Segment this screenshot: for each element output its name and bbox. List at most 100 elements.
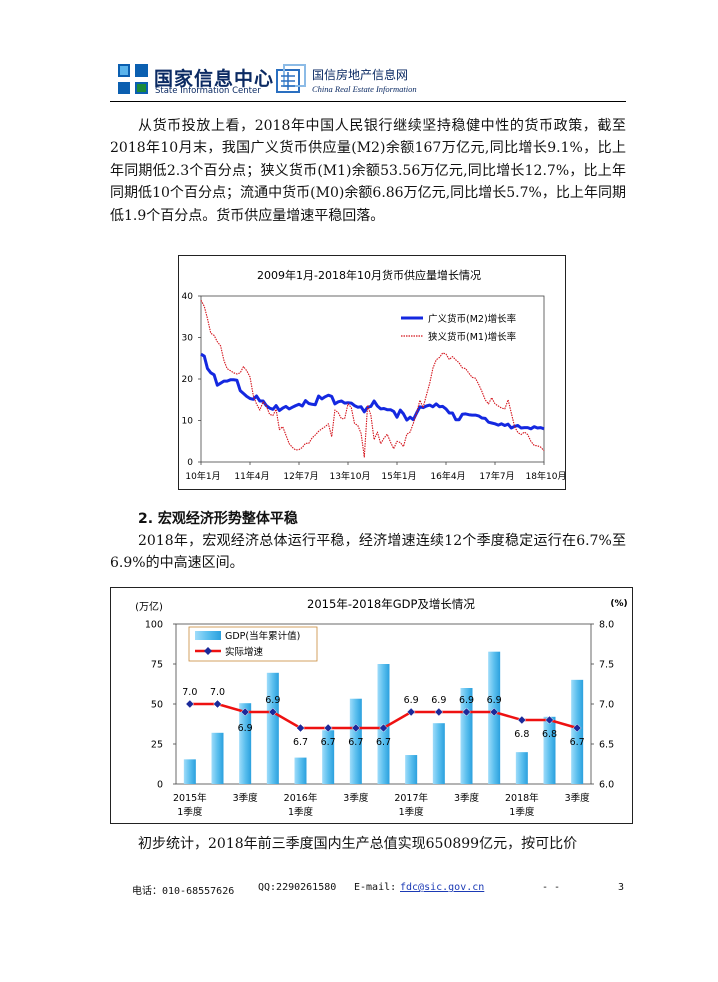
growth-data-label: 6.7: [321, 737, 336, 748]
right-tick-label: 6.0: [599, 780, 614, 791]
growth-marker: [489, 707, 499, 717]
growth-data-label: 6.7: [348, 737, 363, 748]
y-tick-label: 40: [182, 292, 194, 302]
growth-data-label: 6.9: [459, 695, 474, 706]
chart-title: 2015年-2018年GDP及增长情况: [307, 597, 475, 611]
legend-swatch-bar: [195, 631, 221, 640]
x-tick-quarter: 1季度: [509, 806, 535, 818]
x-tick-label: 15年1月: [381, 470, 416, 482]
chart-title: 2009年1月-2018年10月货币供应量增长情况: [257, 268, 481, 282]
y-tick-label: 0: [187, 458, 193, 468]
x-tick-label: 12年7月: [283, 470, 318, 482]
x-tick-year: 2015年: [173, 792, 207, 804]
x-tick-label: 10年1月: [185, 470, 220, 482]
growth-data-label: 7.0: [210, 687, 225, 698]
sic-name-cn: 国家信息中心: [154, 68, 275, 90]
footer-phone: 电话：010-68557626: [132, 886, 235, 897]
legend-swatch-marker: [204, 647, 212, 655]
legend-label: 广义货币(M2)增长率: [428, 313, 517, 325]
growth-data-label: 6.7: [293, 737, 308, 748]
x-tick-quarter: 3季度: [343, 792, 369, 804]
m2-growth-line: [200, 352, 545, 431]
x-tick-quarter: 1季度: [177, 806, 203, 818]
gdp-bar: [294, 757, 307, 784]
x-tick-year: 2017年: [394, 792, 428, 804]
growth-marker: [545, 715, 554, 725]
gdp-bar: [488, 651, 501, 784]
gdp-bar: [211, 732, 224, 784]
right-tick-label: 7.5: [599, 660, 614, 671]
header-rule: [110, 101, 626, 102]
gdp-bar: [239, 703, 252, 784]
footer-email-label: E-mail:: [354, 882, 397, 893]
x-tick-label: 11年4月: [234, 470, 269, 482]
cre-name-cn: 国信房地产信息网: [312, 68, 409, 82]
growth-marker: [240, 707, 250, 717]
legend-label-growth: 实际增速: [225, 646, 264, 658]
left-tick-label: 50: [151, 700, 163, 711]
page-number: 3: [618, 882, 625, 893]
right-tick-label: 8.0: [599, 620, 614, 631]
x-tick-quarter: 3季度: [454, 792, 480, 804]
growth-marker: [351, 723, 361, 733]
x-tick-label: 17年7月: [479, 470, 514, 482]
left-tick-label: 100: [145, 620, 163, 631]
growth-data-label: 6.9: [431, 695, 446, 706]
growth-marker: [517, 715, 527, 725]
y-tick-label: 20: [182, 375, 194, 385]
paragraph-money-supply: 从货币投放上看，2018年中国人民银行继续坚持稳健中性的货币政策，截至2018年…: [110, 118, 626, 224]
growth-marker: [434, 707, 444, 717]
x-tick-quarter: 3季度: [565, 792, 591, 804]
growth-data-label: 6.7: [376, 737, 391, 748]
x-tick-label: 13年10月: [330, 470, 371, 482]
growth-marker: [323, 723, 333, 733]
growth-marker: [185, 699, 195, 709]
money-supply-chart-svg: 2009年1月-2018年10月货币供应量增长情况 0 10 20 30 40 10年1月…: [182, 268, 567, 482]
gdp-chart: 2015年-2018年GDP及增长情况 (万亿) (%) 0 25 50 75 100 6…: [110, 587, 633, 824]
gdp-bar: [322, 730, 335, 784]
gdp-bar: [543, 716, 556, 784]
cre-name-en: China Real Estate Information: [312, 84, 417, 94]
growth-data-label: 6.7: [570, 737, 585, 748]
money-supply-chart: 2009年1月-2018年10月货币供应量增长情况 0 10 20 30 40 10年1月…: [178, 255, 566, 490]
growth-data-label: 7.0: [182, 687, 197, 698]
growth-data-label: 6.9: [238, 723, 253, 734]
left-axis-unit: (万亿): [135, 600, 163, 613]
legend-label: 狭义货币(M1)增长率: [428, 331, 517, 343]
x-tick-quarter: 1季度: [399, 806, 425, 818]
growth-marker: [406, 707, 416, 717]
growth-data-label: 6.8: [514, 729, 529, 740]
gdp-bar: [183, 759, 196, 784]
growth-marker: [268, 707, 278, 717]
left-tick-label: 25: [151, 740, 163, 751]
footer-email-link[interactable]: fdc@sic.gov.cn: [400, 882, 485, 893]
y-tick-label: 30: [182, 334, 194, 344]
growth-data-label: 6.9: [404, 695, 419, 706]
x-tick-quarter: 3季度: [233, 792, 259, 804]
sic-logo-icon: [118, 64, 148, 94]
gdp-bar: [515, 752, 528, 784]
right-tick-label: 7.0: [599, 700, 614, 711]
growth-marker: [379, 723, 388, 733]
cre-logo-icon: [276, 64, 306, 93]
x-tick-label: 18年10月: [526, 470, 565, 482]
growth-marker: [462, 707, 471, 717]
gdp-chart-svg: 2015年-2018年GDP及增长情况 (万亿) (%) 0 25 50 75 100 6…: [135, 597, 628, 818]
growth-data-label: 6.9: [487, 695, 502, 706]
gdp-bar: [266, 672, 279, 784]
right-tick-label: 6.5: [599, 740, 614, 751]
gdp-bar: [405, 755, 418, 784]
x-tick-quarter: 1季度: [288, 806, 314, 818]
section-heading: 2. 宏观经济形势整体平稳: [138, 511, 298, 527]
right-axis-unit: (%): [610, 599, 627, 609]
x-tick-label: 16年4月: [430, 470, 465, 482]
legend-label-gdp: GDP(当年累计值): [225, 630, 300, 642]
growth-marker: [296, 723, 305, 733]
y-tick-label: 10: [182, 417, 194, 427]
growth-data-label: 6.9: [265, 695, 280, 706]
x-tick-year: 2018年: [505, 792, 539, 804]
footer-qq: QQ:2290261580: [258, 882, 337, 893]
paragraph-gdp-intro: 初步统计，2018年前三季度国内生产总值实现650899亿元，按可比价: [138, 836, 578, 852]
growth-marker: [572, 723, 582, 733]
left-tick-label: 75: [151, 660, 163, 671]
